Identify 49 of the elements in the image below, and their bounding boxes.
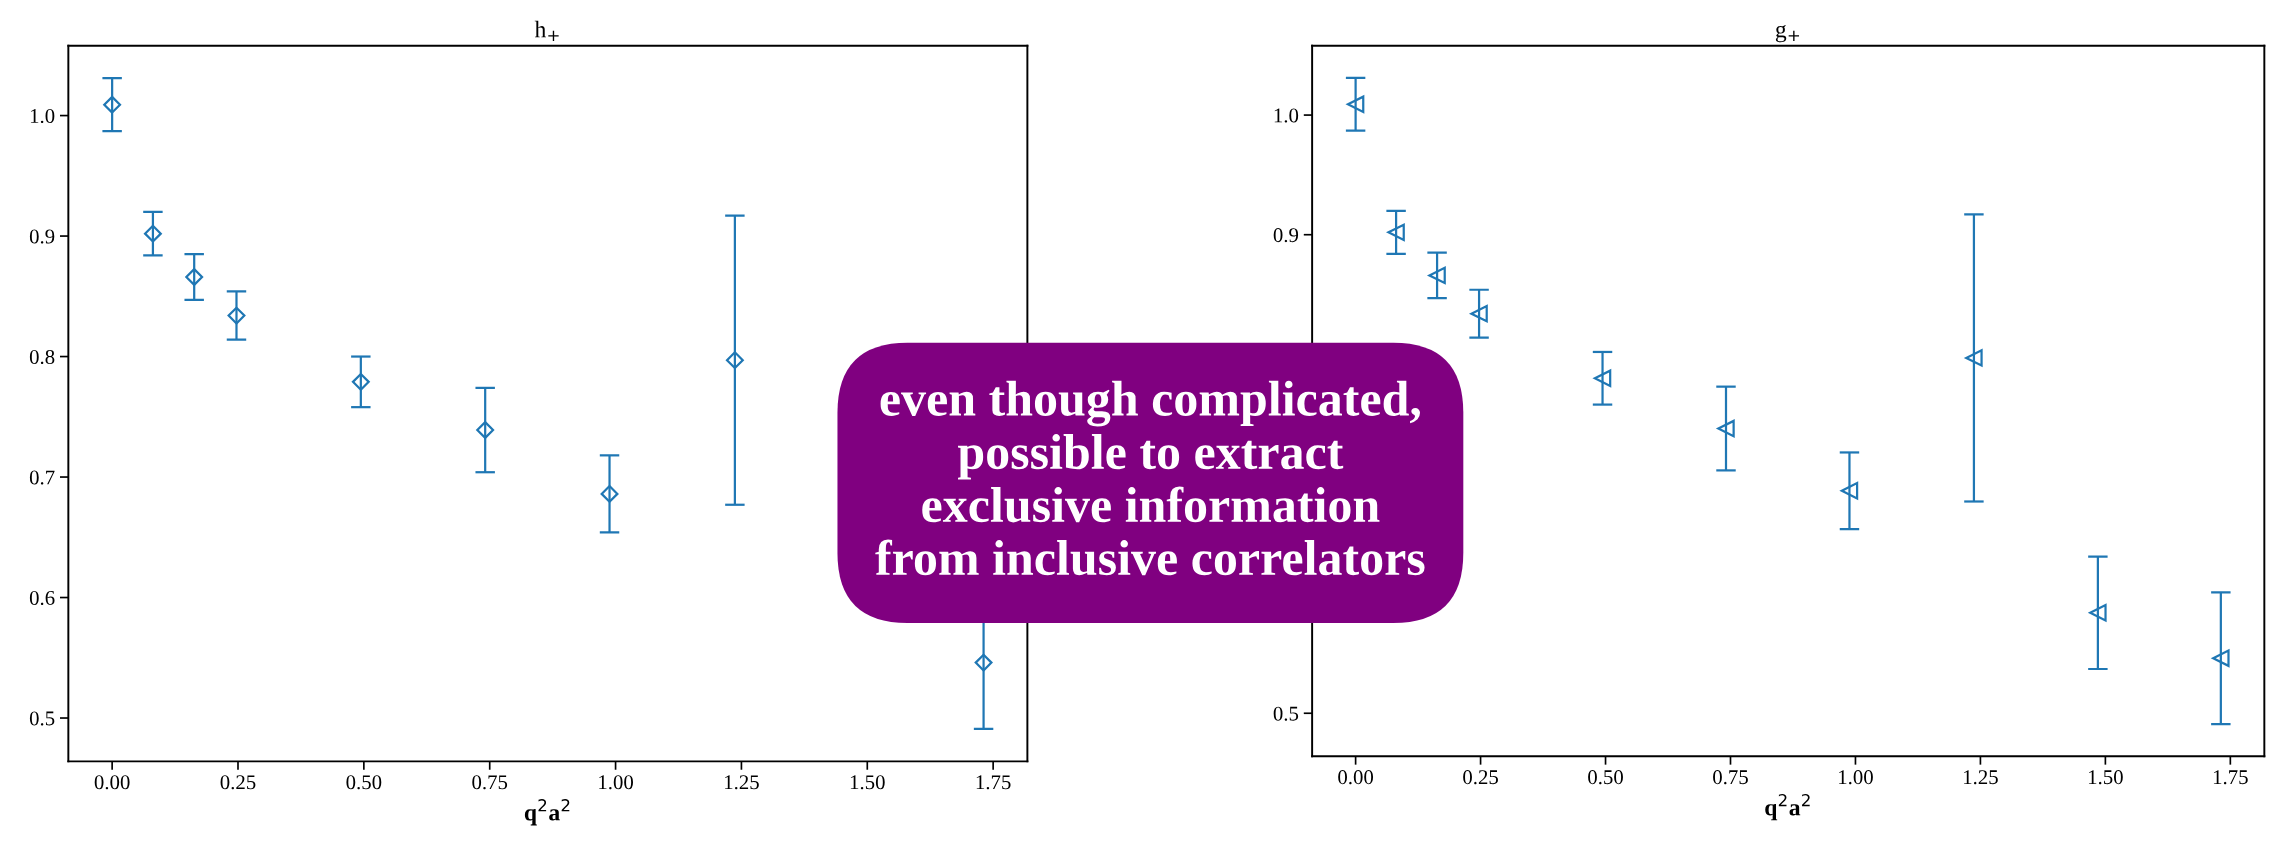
y-tick-label: 1.0: [1274, 108, 1299, 123]
point: [725, 351, 744, 370]
x-tick-label: 1.00: [1839, 770, 1873, 785]
x-tick-label: 0.50: [1588, 770, 1623, 785]
x-tick-label: 1.50: [850, 775, 885, 790]
x-tick-label: 1.50: [2088, 770, 2123, 785]
point: [103, 95, 122, 114]
point: [351, 372, 370, 391]
x-tick-label: 0.25: [220, 775, 256, 790]
x-tick-label: 0.25: [1463, 770, 1498, 785]
x-tick-label: 0.50: [346, 775, 382, 790]
x-tick-label: 1.00: [599, 775, 634, 790]
y-tick-label: 0.6: [29, 590, 55, 606]
x-tick-label: 0.75: [472, 775, 508, 790]
x-tick-label: 0.00: [94, 775, 130, 790]
point: [1387, 223, 1405, 242]
point: [1840, 481, 1859, 500]
x-tick-label: 1.75: [976, 775, 1011, 790]
point: [1346, 95, 1365, 114]
point: [600, 484, 619, 503]
annotation: even though complicated, possible to extract exclusive information from inclusive correlators: [875, 380, 1425, 576]
point: [185, 268, 204, 286]
y-tick-label: 0.9: [1273, 228, 1299, 243]
point: [1428, 266, 1446, 285]
point: [1470, 304, 1488, 323]
x-tick-label: 0.00: [1338, 770, 1374, 785]
x-tick-label: 0.75: [1713, 770, 1748, 785]
chart-title: h$_{+}$: [534, 20, 559, 42]
point: [1593, 369, 1612, 388]
point: [2212, 649, 2230, 667]
y-tick-label: 0.7: [29, 470, 55, 485]
x-tick-label: 1.25: [725, 775, 759, 790]
x-tick-label: 1.75: [2213, 770, 2248, 785]
y-tick-label: 0.9: [29, 229, 55, 244]
y-tick-label: 0.5: [1273, 706, 1299, 721]
point: [974, 653, 993, 672]
y-tick-label: 1.0: [30, 108, 55, 124]
chart-title: g$_{+}$: [1775, 25, 1800, 43]
point: [1717, 419, 1735, 438]
x-tick-label: 1.25: [1964, 770, 1998, 785]
point: [1965, 349, 1983, 367]
point: [227, 306, 246, 325]
point: [476, 421, 495, 440]
x-axis-title: q$^{2}$a$^{2}$: [524, 799, 570, 826]
y-tick-label: 0.8: [29, 349, 55, 365]
point: [2089, 604, 2107, 622]
point: [143, 224, 162, 243]
x-axis-title: q$^{2}$a$^{2}$: [1765, 793, 1810, 821]
y-tick-label: 0.5: [29, 711, 55, 726]
